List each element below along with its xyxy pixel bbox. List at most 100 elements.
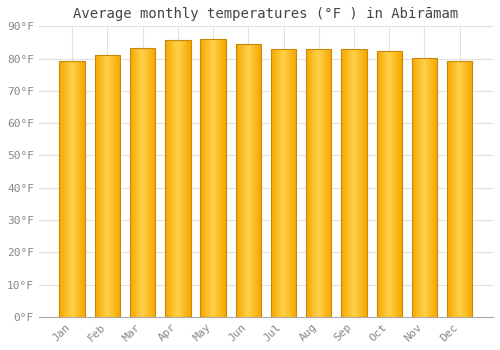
Bar [345, 49, 346, 317]
Bar [83, 61, 84, 317]
Bar [176, 40, 178, 317]
Bar [148, 48, 149, 317]
Bar [252, 44, 253, 317]
Bar [211, 39, 212, 317]
Bar [380, 51, 381, 317]
Bar [291, 49, 292, 317]
Bar [97, 55, 98, 317]
Bar [350, 49, 351, 317]
Bar [310, 49, 311, 317]
Bar [423, 58, 424, 317]
Bar [384, 51, 385, 317]
Bar [249, 44, 250, 317]
Bar [171, 40, 172, 317]
Title: Average monthly temperatures (°F ) in Abirāmam: Average monthly temperatures (°F ) in Ab… [74, 7, 458, 21]
Bar [60, 61, 61, 317]
Bar [94, 55, 120, 317]
Bar [201, 39, 202, 317]
Bar [325, 49, 326, 317]
Bar [471, 61, 472, 317]
Bar [416, 58, 417, 317]
Bar [206, 39, 208, 317]
Bar [219, 39, 220, 317]
Bar [150, 48, 151, 317]
Bar [242, 44, 244, 317]
Bar [178, 40, 179, 317]
Bar [396, 51, 397, 317]
Bar [282, 49, 283, 317]
Bar [103, 55, 104, 317]
Bar [452, 61, 453, 317]
Bar [210, 39, 211, 317]
Bar [352, 49, 353, 317]
Bar [81, 61, 82, 317]
Bar [185, 40, 186, 317]
Bar [389, 51, 390, 317]
Bar [388, 51, 390, 317]
Bar [355, 49, 356, 317]
Bar [119, 55, 120, 317]
Bar [78, 61, 79, 317]
Bar [179, 40, 180, 317]
Bar [70, 61, 71, 317]
Bar [418, 58, 419, 317]
Bar [435, 58, 436, 317]
Bar [295, 49, 296, 317]
Bar [206, 39, 207, 317]
Bar [351, 49, 352, 317]
Bar [67, 61, 68, 317]
Bar [352, 49, 354, 317]
Bar [257, 44, 258, 317]
Bar [134, 48, 135, 317]
Bar [181, 40, 182, 317]
Bar [320, 49, 322, 317]
Bar [430, 58, 431, 317]
Bar [292, 49, 293, 317]
Bar [426, 58, 427, 317]
Bar [236, 44, 261, 317]
Bar [256, 44, 257, 317]
Bar [113, 55, 114, 317]
Bar [118, 55, 119, 317]
Bar [279, 49, 280, 317]
Bar [186, 40, 187, 317]
Bar [133, 48, 134, 317]
Bar [152, 48, 154, 317]
Bar [106, 55, 107, 317]
Bar [414, 58, 415, 317]
Bar [143, 48, 144, 317]
Bar [422, 58, 423, 317]
Bar [274, 49, 276, 317]
Bar [60, 61, 62, 317]
Bar [327, 49, 328, 317]
Bar [293, 49, 294, 317]
Bar [165, 40, 190, 317]
Bar [418, 58, 420, 317]
Bar [331, 49, 332, 317]
Bar [170, 40, 171, 317]
Bar [168, 40, 169, 317]
Bar [154, 48, 156, 317]
Bar [73, 61, 74, 317]
Bar [174, 40, 176, 317]
Bar [84, 61, 85, 317]
Bar [138, 48, 139, 317]
Bar [258, 44, 259, 317]
Bar [182, 40, 183, 317]
Bar [450, 61, 451, 317]
Bar [245, 44, 246, 317]
Bar [189, 40, 190, 317]
Bar [184, 40, 185, 317]
Bar [330, 49, 331, 317]
Bar [448, 61, 449, 317]
Bar [239, 44, 240, 317]
Bar [318, 49, 319, 317]
Bar [149, 48, 150, 317]
Bar [361, 49, 362, 317]
Bar [172, 40, 174, 317]
Bar [454, 61, 456, 317]
Bar [316, 49, 317, 317]
Bar [112, 55, 113, 317]
Bar [225, 39, 226, 317]
Bar [318, 49, 320, 317]
